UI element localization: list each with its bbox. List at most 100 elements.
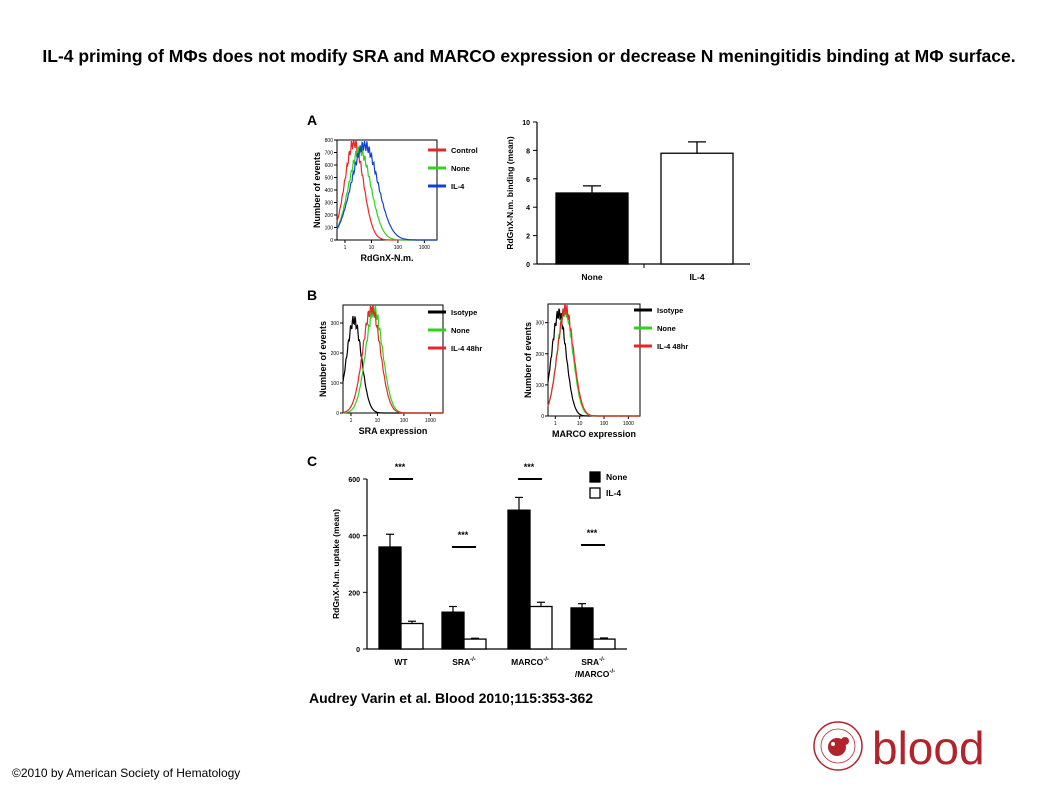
y-tick-label: 800 <box>325 138 334 144</box>
x-tick-label: 1000 <box>623 421 634 427</box>
series-curve <box>336 140 437 241</box>
y-tick-label: 200 <box>348 590 360 597</box>
panel-c-bar-chart: 0 200 400 600 RdGnX-N.m. uptake (mean) *** WT *… <box>331 462 628 679</box>
legend-label: None <box>657 324 676 333</box>
x-axis-label: MARCO expression <box>552 429 636 439</box>
y-tick-label: 8 <box>526 148 530 155</box>
y-tick-label: 100 <box>325 226 334 232</box>
significance-label: *** <box>587 528 598 538</box>
ash-seal-icon <box>813 721 863 771</box>
y-axis-label: RdGnX-N.m. uptake (mean) <box>331 509 341 619</box>
bar <box>660 152 734 265</box>
panel-a-bar-chart: 0 2 4 6 8 10 RdGnX-N.m. binding (mean) None IL-4 <box>505 120 750 282</box>
legend-label: None <box>451 326 470 335</box>
citation: Audrey Varin et al. Blood 2010;115:353-3… <box>309 690 594 706</box>
x-tick-label: MARCO-/- <box>511 657 549 667</box>
series-curve <box>342 303 443 414</box>
legend-label: IL-4 <box>451 182 465 191</box>
x-tick-label: 1 <box>350 418 353 424</box>
legend-label: Control <box>451 146 478 155</box>
blood-wordmark: blood <box>872 722 985 774</box>
x-tick-label: 10 <box>577 421 583 427</box>
copyright: ©2010 by American Society of Hematology <box>12 766 241 780</box>
x-tick-label: 1000 <box>419 245 430 251</box>
bar <box>592 638 616 650</box>
blood-logo: blood <box>813 721 985 774</box>
x-tick-label-line2: /MARCO-/- <box>575 669 615 679</box>
x-tick-label: 100 <box>600 421 609 427</box>
panel-letter-c: C <box>307 453 317 469</box>
series-curve <box>336 145 437 241</box>
y-tick-label: 0 <box>526 262 530 269</box>
x-tick-label: 1000 <box>425 418 436 424</box>
bar <box>570 607 594 650</box>
x-tick-label: WT <box>394 657 408 667</box>
panel-letter-a: A <box>307 112 317 128</box>
bar <box>400 622 424 650</box>
y-tick-label: 6 <box>526 177 530 184</box>
legend-label: None <box>451 164 470 173</box>
series-curve <box>547 308 640 417</box>
x-tick-label: IL-4 <box>689 272 704 282</box>
bar <box>463 638 487 650</box>
x-axis-label: RdGnX-N.m. <box>361 253 414 263</box>
y-tick-label: 600 <box>325 163 334 169</box>
plot-frame <box>336 139 438 241</box>
y-tick-label: 2 <box>526 234 530 241</box>
y-tick-label: 100 <box>331 381 340 387</box>
legend-label: Isotype <box>451 308 477 317</box>
x-tick-label: 10 <box>369 245 375 251</box>
bar <box>555 192 629 265</box>
x-tick-label: SRA-/- <box>452 657 476 667</box>
y-axis-label: Number of events <box>318 321 328 397</box>
panel-b-marco-histogram: 0 100 200 300 1 10 100 1000 MARCO expression Numb… <box>523 302 688 439</box>
y-axis-label: RdGnX-N.m. binding (mean) <box>505 136 515 249</box>
legend-label: IL-4 48hr <box>657 342 688 351</box>
x-tick-label: SRA-/- <box>581 657 605 667</box>
y-tick-label: 300 <box>325 201 334 207</box>
significance-label: *** <box>524 462 535 472</box>
x-tick-label: 100 <box>394 245 403 251</box>
y-tick-label: 400 <box>348 534 360 541</box>
y-tick-label: 300 <box>536 321 545 327</box>
panel-b-sra-histogram: 0 100 200 300 1 10 100 1000 SRA expression Number… <box>318 303 482 436</box>
legend-swatch <box>589 487 601 499</box>
bar <box>507 509 531 650</box>
significance-label: *** <box>395 462 406 472</box>
figure-title: IL-4 priming of MΦs does not modify SRA … <box>42 46 1016 66</box>
x-tick-label: 10 <box>375 418 381 424</box>
legend-label: Isotype <box>657 306 683 315</box>
y-tick-label: 500 <box>325 176 334 182</box>
y-tick-label: 0 <box>330 238 333 244</box>
panel-a-histogram: 0 100 200 300 400 500 600 700 800 1 10 100 1000 RdGnX… <box>312 138 478 263</box>
series-curve <box>547 302 640 417</box>
y-tick-label: 0 <box>541 414 544 420</box>
x-tick-label: 100 <box>400 418 409 424</box>
x-tick-label: 1 <box>554 421 557 427</box>
panel-letter-b: B <box>307 287 317 303</box>
y-axis-label: Number of events <box>312 152 322 228</box>
y-tick-label: 600 <box>348 477 360 484</box>
y-tick-label: 200 <box>536 352 545 358</box>
y-axis-label: Number of events <box>523 322 533 398</box>
legend-swatch <box>589 471 601 483</box>
legend-label: IL-4 48hr <box>451 344 482 353</box>
y-tick-label: 4 <box>526 205 530 212</box>
y-tick-label: 200 <box>325 213 334 219</box>
y-tick-label: 300 <box>331 321 340 327</box>
y-tick-label: 100 <box>536 383 545 389</box>
x-tick-label: 1 <box>344 245 347 251</box>
y-tick-label: 10 <box>522 120 530 127</box>
bar <box>441 611 465 650</box>
y-tick-label: 200 <box>331 351 340 357</box>
series-curve <box>336 139 437 241</box>
legend-label: None <box>606 472 628 482</box>
significance-label: *** <box>458 530 469 540</box>
y-tick-label: 0 <box>356 647 360 654</box>
y-tick-label: 700 <box>325 151 334 157</box>
bar <box>529 605 553 650</box>
x-axis-label: SRA expression <box>359 426 428 436</box>
x-tick-label: None <box>581 272 603 282</box>
y-tick-label: 400 <box>325 188 334 194</box>
